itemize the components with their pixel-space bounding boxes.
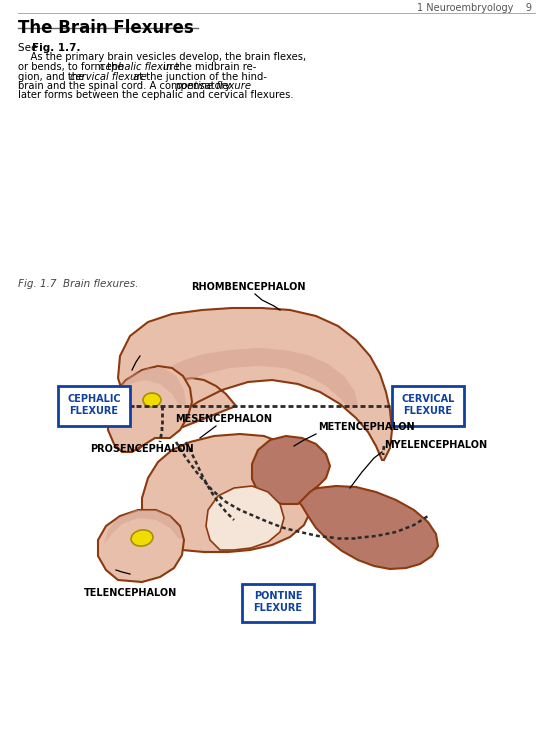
- Polygon shape: [98, 510, 184, 582]
- Text: at the junction of the hind-: at the junction of the hind-: [130, 71, 267, 82]
- Text: MESENCEPHALON: MESENCEPHALON: [175, 414, 272, 424]
- Text: METENCEPHALON: METENCEPHALON: [318, 422, 415, 432]
- Text: brain and the spinal cord. A compensatory: brain and the spinal cord. A compensator…: [18, 81, 234, 91]
- Text: RHOMBENCEPHALON: RHOMBENCEPHALON: [191, 282, 305, 292]
- Text: Fig. 1.7.: Fig. 1.7.: [32, 43, 80, 53]
- Text: CEPHALIC: CEPHALIC: [67, 394, 121, 404]
- Text: cephalic flexure: cephalic flexure: [100, 62, 180, 72]
- Text: later forms between the cephalic and cervical flexures.: later forms between the cephalic and cer…: [18, 91, 294, 101]
- Text: gion, and the: gion, and the: [18, 71, 87, 82]
- Polygon shape: [206, 486, 284, 550]
- Text: PROSENCEPHALON: PROSENCEPHALON: [90, 444, 194, 454]
- Polygon shape: [142, 434, 314, 552]
- Text: PONTINE: PONTINE: [254, 591, 302, 601]
- Text: As the primary brain vesicles develop, the brain flexes,: As the primary brain vesicles develop, t…: [18, 53, 306, 62]
- Text: CERVICAL: CERVICAL: [402, 394, 455, 404]
- Text: FLEXURE: FLEXURE: [254, 603, 302, 613]
- Polygon shape: [142, 348, 358, 410]
- FancyBboxPatch shape: [242, 584, 314, 622]
- Text: Fig. 1.7  Brain flexures.: Fig. 1.7 Brain flexures.: [18, 279, 139, 289]
- Text: in the midbrain re-: in the midbrain re-: [160, 62, 257, 72]
- Text: The Brain Flexures: The Brain Flexures: [18, 19, 194, 37]
- Text: cervical flexure: cervical flexure: [70, 71, 147, 82]
- Text: 1 Neuroembryology    9: 1 Neuroembryology 9: [417, 3, 532, 13]
- Polygon shape: [112, 368, 186, 420]
- Polygon shape: [108, 366, 192, 452]
- Polygon shape: [296, 486, 438, 569]
- Polygon shape: [252, 436, 330, 504]
- FancyBboxPatch shape: [392, 386, 464, 426]
- Text: or bends, to form the: or bends, to form the: [18, 62, 127, 72]
- Text: FLEXURE: FLEXURE: [69, 406, 118, 416]
- Ellipse shape: [143, 393, 161, 407]
- FancyBboxPatch shape: [58, 386, 130, 426]
- Polygon shape: [104, 510, 183, 544]
- Text: pontine flexure: pontine flexure: [175, 81, 251, 91]
- Text: MYELENCEPHALON: MYELENCEPHALON: [384, 440, 487, 450]
- Polygon shape: [118, 308, 392, 460]
- Text: TELENCEPHALON: TELENCEPHALON: [84, 588, 177, 598]
- Ellipse shape: [131, 530, 153, 546]
- Text: See: See: [18, 43, 41, 53]
- Text: FLEXURE: FLEXURE: [404, 406, 453, 416]
